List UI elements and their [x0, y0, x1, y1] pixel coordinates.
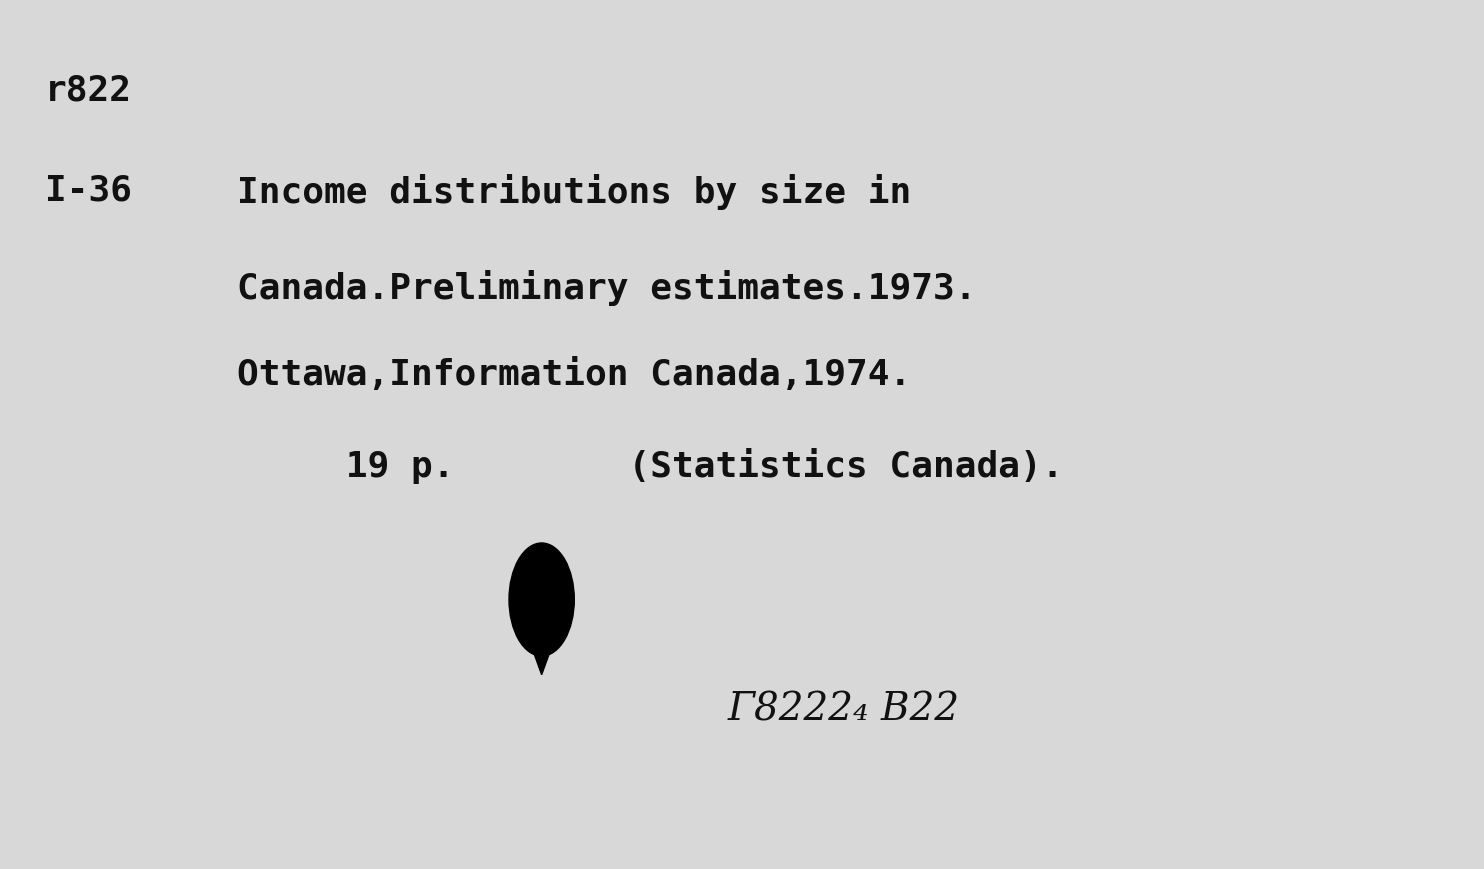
Text: Income distributions by size in: Income distributions by size in — [237, 174, 911, 209]
Ellipse shape — [509, 543, 574, 656]
Text: r822: r822 — [45, 74, 132, 108]
Text: I-36: I-36 — [45, 174, 132, 208]
Polygon shape — [530, 643, 554, 675]
Text: Ottawa,Information Canada,1974.: Ottawa,Information Canada,1974. — [237, 358, 911, 392]
Text: Canada.Preliminary estimates.1973.: Canada.Preliminary estimates.1973. — [237, 269, 976, 305]
Text: Γ8222₄ B22: Γ8222₄ B22 — [727, 691, 959, 728]
Text: 19 p.        (Statistics Canada).: 19 p. (Statistics Canada). — [237, 448, 1064, 483]
